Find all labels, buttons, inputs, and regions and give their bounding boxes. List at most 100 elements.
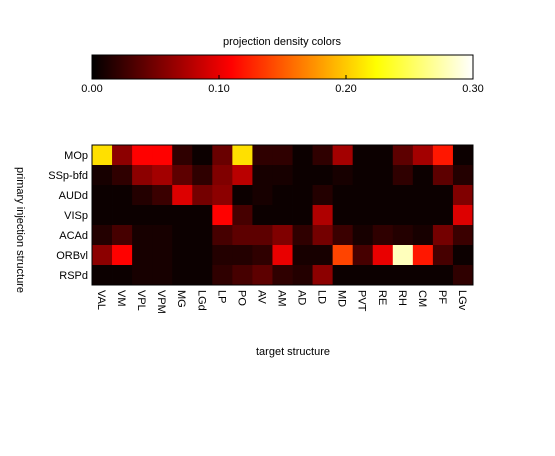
colorbar-ticks: 0.00 0.10 0.20 0.30	[81, 75, 484, 95]
heatmap-cell-MOp-LP	[212, 145, 233, 166]
heatmap-cell-VISp-PVT	[352, 205, 374, 226]
colorbar-title: projection density colors	[223, 36, 342, 48]
heatmap-cell-RSPd-LGv	[452, 265, 474, 286]
heatmap-cell-ACAd-PO	[232, 225, 253, 246]
heatmap-cell-MOp-CM	[412, 145, 434, 166]
heatmap-cell-ORBvl-RH	[392, 245, 414, 266]
heatmap-cell-RSPd-PVT	[352, 265, 374, 286]
heatmap-cell-AUDd-PO	[232, 185, 253, 206]
heatmap-cell-SSp-bfd-MD	[332, 165, 354, 186]
heatmap-cell-SSp-bfd-LGd	[192, 165, 213, 186]
row-label: SSp-bfd	[48, 170, 88, 182]
heatmap-cell-RSPd-AV	[252, 265, 273, 286]
heatmap-cell-RSPd-RE	[372, 265, 394, 286]
heatmap-cell-ORBvl-LGd	[192, 245, 213, 266]
heatmap-cell-ORBvl-PO	[232, 245, 253, 266]
heatmap-cell-VISp-LGv	[452, 205, 474, 226]
heatmap-cell-MOp-VPM	[152, 145, 173, 166]
heatmap-cell-ACAd-LP	[212, 225, 233, 246]
heatmap-cell-SSp-bfd-RH	[392, 165, 414, 186]
column-label: PVT	[356, 290, 368, 312]
row-labels: MOp SSp-bfd AUDd VISp ACAd ORBvl RSPd	[48, 150, 88, 282]
heatmap-cell-RSPd-AD	[292, 265, 313, 286]
column-label: LP	[215, 290, 227, 303]
heatmap-cell-RSPd-LGd	[192, 265, 213, 286]
heatmap-cell-SSp-bfd-AV	[252, 165, 273, 186]
column-label: MG	[175, 290, 187, 308]
heatmap-cell-RSPd-MD	[332, 265, 354, 286]
heatmap-cell-ACAd-MD	[332, 225, 354, 246]
row-label: AUDd	[59, 190, 88, 202]
heatmap-cell-AUDd-VM	[112, 185, 133, 206]
heatmap-cell-RSPd-VM	[112, 265, 133, 286]
heatmap-cell-ACAd-VPL	[132, 225, 153, 246]
heatmap-cell-VISp-RE	[372, 205, 394, 226]
colorbar	[91, 54, 474, 80]
heatmap-cell-RSPd-VPM	[152, 265, 173, 286]
row-label: MOp	[64, 150, 88, 162]
heatmap-cell-RSPd-LP	[212, 265, 233, 286]
heatmap-cell-VISp-VAL	[92, 205, 113, 226]
heatmap-cell-MOp-VPL	[132, 145, 153, 166]
column-label: AM	[276, 290, 288, 307]
heatmap-cell-RSPd-LD	[312, 265, 334, 286]
column-label: MD	[336, 290, 348, 307]
heatmap-cells	[92, 145, 474, 286]
colorbar-tick-label: 0.00	[81, 83, 102, 95]
column-label: LGv	[456, 290, 468, 311]
heatmap-cell-SSp-bfd-RE	[372, 165, 394, 186]
heatmap-frame	[91, 144, 474, 286]
heatmap-cell-ORBvl-LP	[212, 245, 233, 266]
heatmap-cell-SSp-bfd-LGv	[452, 165, 474, 186]
heatmap-cell-SSp-bfd-VAL	[92, 165, 113, 186]
heatmap-cell-AUDd-MG	[172, 185, 193, 206]
column-label: RE	[376, 290, 388, 305]
colorbar-tick-label: 0.10	[208, 83, 229, 95]
heatmap-cell-ORBvl-LD	[312, 245, 334, 266]
heatmap-cell-ORBvl-RE	[372, 245, 394, 266]
heatmap-cell-MOp-PF	[432, 145, 454, 166]
heatmap-cell-AUDd-AM	[272, 185, 293, 206]
column-label: VPL	[135, 290, 147, 311]
heatmap-cell-AUDd-AV	[252, 185, 273, 206]
heatmap-cell-SSp-bfd-AM	[272, 165, 293, 186]
heatmap-cell-AUDd-MD	[332, 185, 354, 206]
heatmap-cell-VISp-VPM	[152, 205, 173, 226]
heatmap-cell-ORBvl-PF	[432, 245, 454, 266]
heatmap-cell-AUDd-VAL	[92, 185, 113, 206]
heatmap-cell-ACAd-LD	[312, 225, 334, 246]
heatmap-cell-AUDd-LD	[312, 185, 334, 206]
heatmap-cell-SSp-bfd-LP	[212, 165, 233, 186]
heatmap-cell-VISp-LP	[212, 205, 233, 226]
column-labels: VAL VM VPL VPM MG LGd LP PO AV AM AD LD MD PVT RE RH CM P…	[95, 290, 468, 314]
heatmap-cell-VISp-LD	[312, 205, 334, 226]
column-label: LD	[316, 290, 328, 304]
heatmap-cell-VISp-AV	[252, 205, 273, 226]
heatmap-cell-VISp-RH	[392, 205, 414, 226]
column-label: AD	[296, 290, 308, 305]
heatmap-cell-MOp-LGd	[192, 145, 213, 166]
column-label: VAL	[95, 290, 107, 310]
heatmap-cell-ACAd-VM	[112, 225, 133, 246]
heatmap-cell-MOp-LGv	[452, 145, 474, 166]
heatmap-cell-SSp-bfd-MG	[172, 165, 193, 186]
row-label: ACAd	[59, 230, 88, 242]
heatmap-cell-ORBvl-MG	[172, 245, 193, 266]
heatmap-cell-SSp-bfd-PF	[432, 165, 454, 186]
heatmap-cell-ACAd-AV	[252, 225, 273, 246]
column-label: RH	[396, 290, 408, 306]
heatmap-cell-ORBvl-AM	[272, 245, 293, 266]
heatmap-cell-ACAd-MG	[172, 225, 193, 246]
heatmap-cell-SSp-bfd-VM	[112, 165, 133, 186]
heatmap-cell-AUDd-VPM	[152, 185, 173, 206]
heatmap-cell-SSp-bfd-PO	[232, 165, 253, 186]
heatmap-cell-VISp-AD	[292, 205, 313, 226]
heatmap-cell-MOp-AV	[252, 145, 273, 166]
heatmap-cell-ACAd-VPM	[152, 225, 173, 246]
heatmap-cell-MOp-PO	[232, 145, 253, 166]
heatmap-cell-VISp-MG	[172, 205, 193, 226]
heatmap-cell-ACAd-PVT	[352, 225, 374, 246]
heatmap-cell-AUDd-AD	[292, 185, 313, 206]
heatmap-cell-ACAd-AD	[292, 225, 313, 246]
